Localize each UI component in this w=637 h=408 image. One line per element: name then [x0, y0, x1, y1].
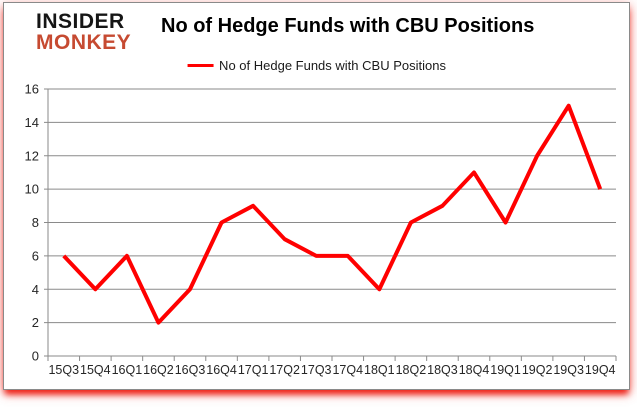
y-tick-label: 8 [32, 215, 39, 230]
series-line [62, 103, 603, 325]
x-tick-label: 15Q3 [48, 363, 79, 377]
x-tick-label: 17Q3 [301, 363, 332, 377]
y-tick-label: 14 [25, 115, 39, 130]
x-tick-label: 19Q3 [553, 363, 584, 377]
x-tick-label: 17Q4 [332, 363, 363, 377]
y-tick-label: 10 [25, 182, 39, 197]
x-tick-label: 16Q1 [112, 363, 143, 377]
y-tick-label: 16 [25, 82, 39, 97]
y-tick-label: 4 [32, 282, 39, 297]
y-tick-label: 2 [32, 315, 39, 330]
logo-line-monkey: MONKEY [36, 31, 132, 54]
logo-line-insider: INSIDER [36, 10, 125, 33]
x-tick-label: 19Q2 [522, 363, 553, 377]
legend-label: No of Hedge Funds with CBU Positions [219, 58, 446, 73]
chart-card: INSIDER MONKEY No of Hedge Funds with CB… [3, 2, 630, 390]
y-tick-label: 6 [32, 248, 39, 263]
x-tick-label: 18Q3 [427, 363, 458, 377]
insider-monkey-logo: INSIDER MONKEY [36, 11, 131, 53]
x-tick-label: 19Q1 [490, 363, 521, 377]
x-tick-label: 15Q4 [80, 363, 111, 377]
legend-line-swatch [187, 64, 214, 67]
chart-title: No of Hedge Funds with CBU Positions [161, 15, 535, 37]
x-tick-label: 18Q1 [364, 363, 395, 377]
x-tick-label: 18Q4 [459, 363, 490, 377]
y-tick-label: 0 [32, 349, 39, 364]
x-tick-label: 17Q1 [238, 363, 269, 377]
x-tick-label: 16Q2 [143, 363, 174, 377]
x-tick-label: 16Q3 [175, 363, 206, 377]
y-tick-label: 12 [25, 148, 39, 163]
x-tick-label: 19Q4 [585, 363, 616, 377]
x-tick-label: 17Q2 [269, 363, 300, 377]
x-tick-label: 16Q4 [206, 363, 237, 377]
legend: No of Hedge Funds with CBU Positions [187, 58, 446, 73]
x-tick-label: 18Q2 [396, 363, 427, 377]
